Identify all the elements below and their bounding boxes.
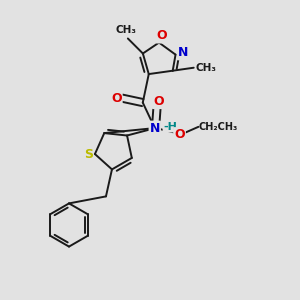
- Text: O: O: [111, 92, 122, 105]
- Text: N: N: [150, 122, 160, 135]
- Text: CH₃: CH₃: [116, 25, 137, 35]
- Text: O: O: [157, 29, 167, 43]
- Text: N: N: [178, 46, 188, 59]
- Text: -H: -H: [163, 122, 177, 132]
- Text: CH₂CH₃: CH₂CH₃: [198, 122, 238, 132]
- Text: S: S: [84, 148, 93, 160]
- Text: CH₃: CH₃: [195, 63, 216, 73]
- Text: O: O: [153, 95, 164, 108]
- Text: O: O: [174, 128, 185, 141]
